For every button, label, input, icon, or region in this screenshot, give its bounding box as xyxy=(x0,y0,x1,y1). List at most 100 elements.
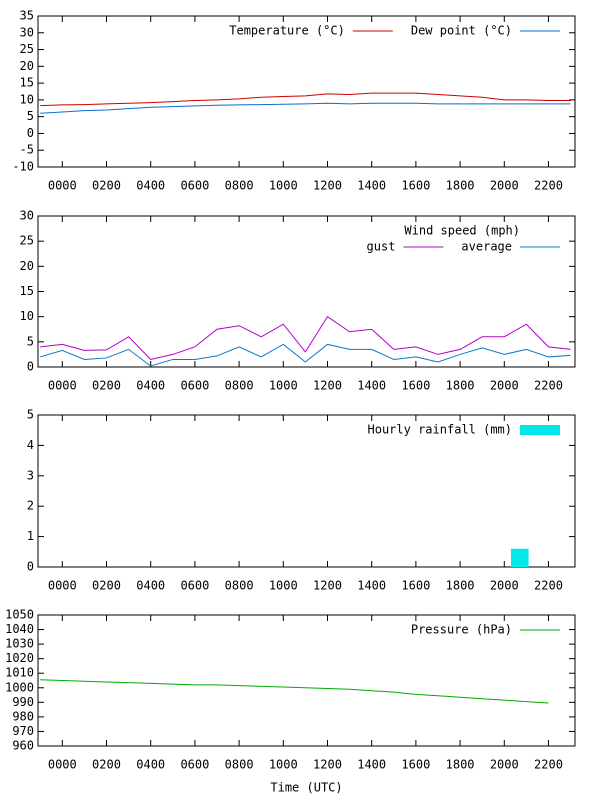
x-tick-label: 1000 xyxy=(269,579,298,593)
legend-swatch xyxy=(520,425,560,435)
x-tick-label: 0000 xyxy=(48,179,77,193)
y-tick-label: -10 xyxy=(12,160,34,174)
y-tick-label: 30 xyxy=(20,25,34,39)
series-line xyxy=(40,92,571,107)
y-tick-label: 35 xyxy=(20,9,34,23)
y-tick-label: 1 xyxy=(27,529,34,543)
y-tick-label: 30 xyxy=(20,209,34,223)
x-tick-label: 1600 xyxy=(401,758,430,772)
bar xyxy=(510,548,529,567)
x-tick-label: 0200 xyxy=(92,758,121,772)
series-line xyxy=(40,102,571,114)
plot-frame xyxy=(37,614,576,747)
y-tick-label: 15 xyxy=(20,76,34,90)
x-tick-label: 0200 xyxy=(92,579,121,593)
y-tick-label: 980 xyxy=(12,709,34,723)
x-tick-label: 2000 xyxy=(490,579,519,593)
y-tick-label: 970 xyxy=(12,724,34,738)
x-tick-label: 0600 xyxy=(180,179,209,193)
y-tick-label: 10 xyxy=(20,309,34,323)
x-tick-label: 1400 xyxy=(357,758,386,772)
x-axis-label: Time (UTC) xyxy=(270,781,342,795)
x-tick-label: 1200 xyxy=(313,379,342,393)
x-tick-label: 1000 xyxy=(269,379,298,393)
x-tick-label: 1600 xyxy=(401,579,430,593)
y-tick-label: 960 xyxy=(12,739,34,753)
y-tick-label: 4 xyxy=(27,438,34,452)
y-tick-label: 10 xyxy=(20,92,34,106)
series-line xyxy=(40,679,549,704)
x-tick-label: 0000 xyxy=(48,758,77,772)
y-tick-label: -5 xyxy=(20,143,34,157)
legend-label: average xyxy=(461,240,512,254)
x-tick-label: 2000 xyxy=(490,379,519,393)
y-tick-label: 5 xyxy=(27,334,34,348)
x-tick-label: 0600 xyxy=(180,758,209,772)
x-tick-label: 2200 xyxy=(534,379,563,393)
x-tick-label: 0400 xyxy=(136,179,165,193)
y-tick-label: 3 xyxy=(27,468,34,482)
legend-label: Dew point (°C) xyxy=(411,24,512,38)
x-tick-label: 1400 xyxy=(357,579,386,593)
y-tick-label: 1050 xyxy=(5,608,34,622)
x-tick-label: 0800 xyxy=(225,179,254,193)
series-line xyxy=(40,315,571,360)
x-tick-label: 0000 xyxy=(48,579,77,593)
x-tick-label: 0600 xyxy=(180,579,209,593)
x-tick-label: 1400 xyxy=(357,379,386,393)
series-line xyxy=(40,343,571,367)
y-tick-label: 0 xyxy=(27,360,34,374)
y-tick-label: 5 xyxy=(27,109,34,123)
x-tick-label: 1200 xyxy=(313,579,342,593)
x-tick-label: 1200 xyxy=(313,179,342,193)
y-tick-label: 5 xyxy=(27,408,34,422)
x-tick-label: 0400 xyxy=(136,758,165,772)
legend-label: gust xyxy=(367,240,396,254)
x-tick-label: 0600 xyxy=(180,379,209,393)
y-tick-label: 1000 xyxy=(5,680,34,694)
x-tick-label: 0200 xyxy=(92,379,121,393)
plot-frame xyxy=(37,414,576,568)
y-tick-label: 25 xyxy=(20,42,34,56)
y-tick-label: 25 xyxy=(20,234,34,248)
x-tick-label: 1000 xyxy=(269,179,298,193)
y-tick-label: 990 xyxy=(12,695,34,709)
y-tick-label: 1030 xyxy=(5,637,34,651)
x-tick-label: 2200 xyxy=(534,579,563,593)
x-tick-label: 0800 xyxy=(225,379,254,393)
x-tick-label: 1000 xyxy=(269,758,298,772)
y-tick-label: 1040 xyxy=(5,622,34,636)
x-tick-label: 2200 xyxy=(534,179,563,193)
x-tick-label: 0400 xyxy=(136,379,165,393)
x-tick-label: 1600 xyxy=(401,179,430,193)
plot-frame xyxy=(37,15,576,168)
y-tick-label: 20 xyxy=(20,259,34,273)
x-tick-label: 1800 xyxy=(446,758,475,772)
y-tick-label: 1010 xyxy=(5,666,34,680)
y-tick-label: 0 xyxy=(27,126,34,140)
x-tick-label: 2000 xyxy=(490,758,519,772)
x-tick-label: 1800 xyxy=(446,379,475,393)
x-tick-label: 0800 xyxy=(225,758,254,772)
legend-label: Hourly rainfall (mm) xyxy=(368,423,513,437)
x-tick-label: 0400 xyxy=(136,579,165,593)
x-tick-label: 2200 xyxy=(534,758,563,772)
y-tick-label: 0 xyxy=(27,560,34,574)
x-tick-label: 1400 xyxy=(357,179,386,193)
y-tick-label: 20 xyxy=(20,59,34,73)
x-tick-label: 2000 xyxy=(490,179,519,193)
x-tick-label: 1800 xyxy=(446,179,475,193)
x-tick-label: 1800 xyxy=(446,579,475,593)
x-tick-label: 0200 xyxy=(92,179,121,193)
legend-label: Pressure (hPa) xyxy=(411,623,512,637)
y-tick-label: 2 xyxy=(27,499,34,513)
y-tick-label: 1020 xyxy=(5,651,34,665)
x-tick-label: 1600 xyxy=(401,379,430,393)
y-tick-label: 15 xyxy=(20,284,34,298)
legend-label: Temperature (°C) xyxy=(229,24,345,38)
x-tick-label: 0000 xyxy=(48,379,77,393)
x-tick-label: 1200 xyxy=(313,758,342,772)
x-tick-label: 0800 xyxy=(225,579,254,593)
legend-title: Wind speed (mph) xyxy=(404,224,520,238)
